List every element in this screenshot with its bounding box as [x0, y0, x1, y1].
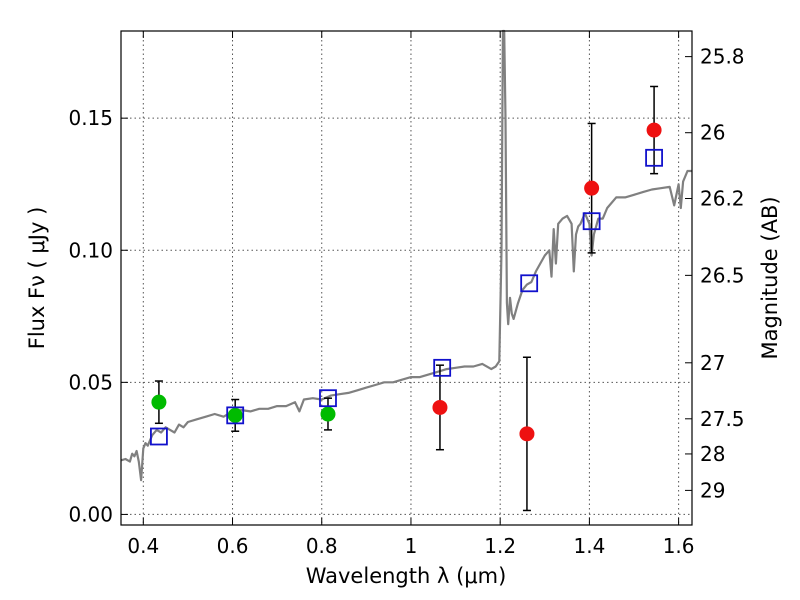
observed-point-red [432, 399, 448, 415]
right-tick-label: 26 [700, 121, 725, 145]
model-spectrum-line [120, 29, 692, 482]
right-axis-label: Magnitude (AB) [758, 196, 782, 359]
grid-lines [121, 31, 692, 525]
axis-ticks: 0.4 0.6 0.8 1 1.2 1.4 1.6 0.00 0.05 0.10 0.15 25.8 2… [68, 31, 745, 558]
observed-point-red [646, 122, 662, 138]
x-tick-label: 0.6 [217, 534, 249, 558]
plot-frame [120, 30, 693, 526]
right-tick-label: 28 [700, 442, 725, 466]
y-axis-label: Flux Fν ( μJy ) [25, 207, 49, 350]
x-axis-label: Wavelength λ (μm) [306, 564, 507, 588]
right-tick-label: 25.8 [700, 45, 745, 69]
observed-point-green [151, 394, 167, 410]
right-tick-label: 29 [700, 478, 725, 502]
x-tick-label: 1 [405, 534, 418, 558]
model-photometry-square [150, 427, 168, 446]
right-tick-label: 27 [700, 351, 725, 375]
x-tick-label: 1.6 [663, 534, 695, 558]
observed-point-red [519, 426, 535, 442]
photometry-layer [150, 85, 663, 512]
x-tick-label: 0.8 [306, 534, 338, 558]
y-tick-label: 0.05 [68, 370, 113, 394]
model-spectrum-layer [120, 29, 692, 482]
x-tick-label: 1.4 [573, 534, 605, 558]
y-tick-label: 0.00 [68, 502, 113, 526]
x-tick-label: 1.2 [484, 534, 516, 558]
right-tick-label: 27.5 [700, 407, 745, 431]
y-tick-label: 0.10 [68, 238, 113, 262]
observed-point-green [227, 407, 243, 423]
model-photometry-square [645, 148, 663, 167]
model-photometry-square [582, 212, 601, 231]
x-tick-label: 0.4 [127, 534, 159, 558]
model-photometry-square [226, 406, 245, 425]
model-photometry-square [319, 389, 337, 408]
observed-point-green [320, 406, 336, 422]
right-tick-label: 26.2 [700, 186, 745, 210]
model-photometry-square [520, 274, 539, 293]
observed-point-red [584, 180, 600, 196]
model-photometry-square [433, 358, 452, 377]
right-tick-label: 26.5 [700, 263, 745, 287]
y-tick-label: 0.15 [68, 106, 113, 130]
